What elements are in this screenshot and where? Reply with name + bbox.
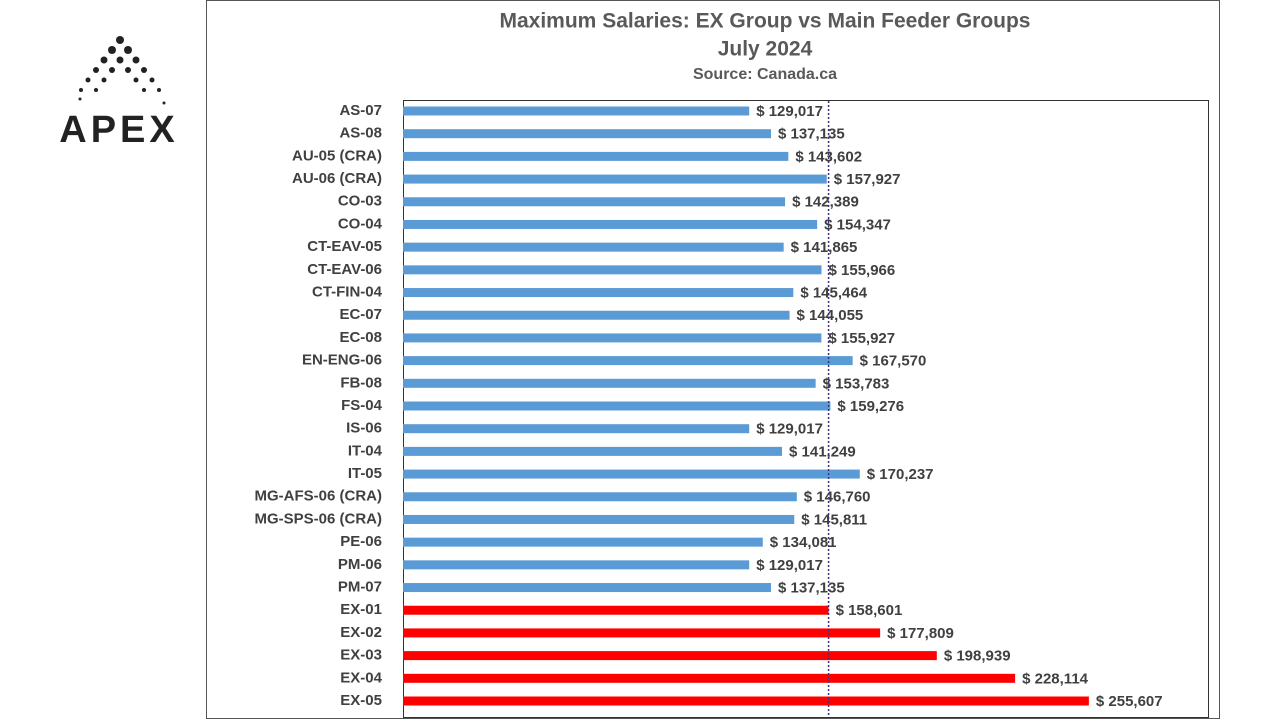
value-label: $ 137,135 bbox=[778, 580, 845, 597]
category-label: EX-04 bbox=[340, 669, 382, 686]
bar bbox=[403, 310, 790, 320]
category-label: FS-04 bbox=[341, 397, 383, 414]
bar bbox=[403, 696, 1089, 706]
bar bbox=[403, 265, 822, 275]
value-label: $ 141,865 bbox=[791, 239, 858, 256]
value-label: $ 129,017 bbox=[756, 103, 823, 120]
category-label: CO-04 bbox=[338, 215, 383, 232]
category-label: AU-05 (CRA) bbox=[292, 147, 382, 164]
category-label: EN-ENG-06 bbox=[302, 352, 382, 369]
value-label: $ 145,464 bbox=[800, 285, 867, 302]
value-label: $ 170,237 bbox=[867, 466, 934, 483]
bar bbox=[403, 673, 1016, 683]
bar bbox=[403, 333, 822, 343]
value-label: $ 177,809 bbox=[887, 625, 954, 642]
value-label: $ 154,347 bbox=[824, 216, 891, 233]
chart-frame bbox=[206, 0, 1220, 719]
chart-title: Maximum Salaries: EX Group vs Main Feede… bbox=[500, 10, 1031, 33]
bar bbox=[403, 583, 771, 593]
bar bbox=[403, 446, 783, 456]
bar bbox=[403, 356, 853, 366]
bar bbox=[403, 242, 784, 252]
value-label: $ 129,017 bbox=[756, 557, 823, 574]
category-label: CT-FIN-04 bbox=[312, 284, 383, 301]
category-label: PM-07 bbox=[338, 579, 382, 596]
value-label: $ 167,570 bbox=[860, 353, 927, 370]
bar bbox=[403, 537, 763, 547]
value-label: $ 228,114 bbox=[1022, 670, 1089, 687]
chart-subtitle: July 2024 bbox=[718, 38, 813, 61]
bar bbox=[403, 492, 797, 502]
value-label: $ 157,927 bbox=[834, 171, 901, 188]
category-label: CT-EAV-06 bbox=[307, 261, 382, 278]
bar bbox=[403, 151, 789, 161]
bar bbox=[403, 401, 831, 411]
category-label: PM-06 bbox=[338, 556, 382, 573]
logo bbox=[78, 36, 166, 105]
value-label: $ 144,055 bbox=[797, 307, 864, 324]
bar bbox=[403, 219, 818, 229]
value-label: $ 155,966 bbox=[829, 262, 896, 279]
category-label: EX-01 bbox=[340, 601, 382, 618]
value-label: $ 141,249 bbox=[789, 443, 856, 460]
bar bbox=[403, 605, 829, 615]
category-label: CO-03 bbox=[338, 193, 382, 210]
value-label: $ 145,811 bbox=[801, 511, 867, 528]
bar bbox=[403, 106, 750, 116]
bar bbox=[403, 129, 771, 139]
value-label: $ 142,389 bbox=[792, 194, 859, 211]
value-label: $ 255,607 bbox=[1096, 693, 1163, 710]
chart-source: Source: Canada.ca bbox=[693, 66, 837, 83]
value-label: $ 137,135 bbox=[778, 126, 845, 143]
value-label: $ 159,276 bbox=[837, 398, 904, 415]
category-label: PE-06 bbox=[340, 533, 382, 550]
category-label: MG-SPS-06 (CRA) bbox=[254, 510, 382, 527]
bar bbox=[403, 469, 860, 479]
value-label: $ 153,783 bbox=[823, 375, 890, 392]
bar bbox=[403, 628, 881, 638]
bar bbox=[403, 288, 794, 298]
category-label: EX-05 bbox=[340, 692, 382, 709]
category-label: CT-EAV-05 bbox=[307, 238, 382, 255]
bar bbox=[403, 378, 816, 388]
category-label: AS-08 bbox=[339, 125, 382, 142]
value-label: $ 129,017 bbox=[756, 421, 823, 438]
category-label: AU-06 (CRA) bbox=[292, 170, 382, 187]
value-label: $ 155,927 bbox=[828, 330, 895, 347]
category-label: EC-07 bbox=[339, 306, 382, 323]
category-label: MG-AFS-06 (CRA) bbox=[255, 488, 383, 505]
category-label: EX-02 bbox=[340, 624, 382, 641]
value-label: $ 198,939 bbox=[944, 648, 1011, 665]
logo-text: APEX bbox=[59, 109, 178, 151]
bar bbox=[403, 197, 786, 207]
bar bbox=[403, 560, 750, 570]
category-label: FB-08 bbox=[340, 374, 382, 391]
value-label: $ 143,602 bbox=[795, 148, 862, 165]
bar bbox=[403, 174, 827, 184]
value-label: $ 158,601 bbox=[836, 602, 903, 619]
bar bbox=[403, 424, 750, 434]
category-label: IS-06 bbox=[346, 420, 382, 437]
value-label: $ 146,760 bbox=[804, 489, 871, 506]
category-label: EX-03 bbox=[340, 647, 382, 664]
bar bbox=[403, 514, 795, 524]
category-label: IT-05 bbox=[348, 465, 382, 482]
category-label: EC-08 bbox=[339, 329, 382, 346]
value-label: $ 134,081 bbox=[770, 534, 837, 551]
category-label: AS-07 bbox=[339, 102, 382, 119]
bar bbox=[403, 651, 937, 661]
category-label: IT-04 bbox=[348, 442, 383, 459]
